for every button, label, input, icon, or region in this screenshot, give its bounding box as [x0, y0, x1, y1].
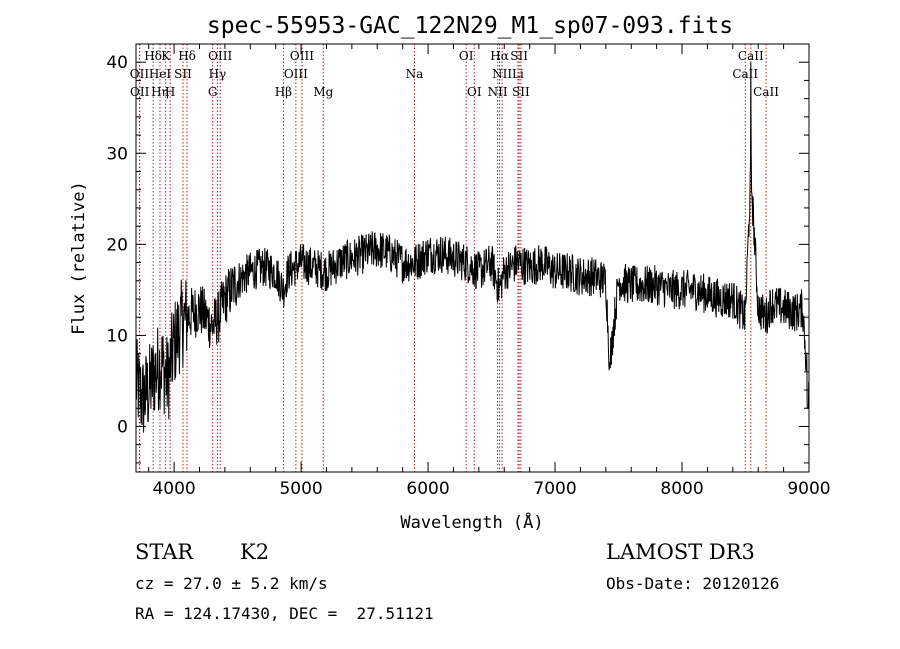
coordinates: RA = 124.17430, DEC = 27.51121 [135, 604, 434, 623]
spectral-line-label: Mg [313, 85, 333, 99]
y-axis-ticks: 0 10 20 30 40 [106, 43, 809, 464]
x-tick-label: 4000 [152, 479, 195, 499]
spectral-line-label: OI [459, 49, 474, 63]
spectral-line-label: Hη [151, 85, 169, 99]
spectral-line-label: OIII [290, 49, 314, 63]
spectral-line-label: NII [488, 85, 508, 99]
spectral-line-label: SII [174, 67, 192, 81]
x-axis-ticks: 4000 5000 6000 7000 8000 9000 [148, 44, 831, 499]
y-tick-label: 10 [106, 326, 128, 346]
spectral-line-label: H [165, 85, 175, 99]
spectral-line-label: SII [512, 85, 530, 99]
y-tick-label: 0 [117, 417, 128, 437]
spectral-line-markers [138, 44, 767, 472]
spectral-line-label: OIII [284, 67, 308, 81]
spectral-line-label: G [208, 85, 218, 99]
spectral-line-label: OII [130, 67, 150, 81]
x-tick-label: 7000 [533, 479, 576, 499]
spectral-line-label: Li [512, 67, 524, 81]
spectral-line-label: Na [406, 67, 424, 81]
spectral-line-label: Hδ [178, 49, 196, 63]
object-class: STAR [135, 540, 194, 564]
plot-frame [135, 43, 810, 473]
spectral-line-label: Hβ [275, 85, 292, 99]
x-tick-label: 5000 [279, 479, 322, 499]
x-tick-label: 8000 [660, 479, 703, 499]
x-tick-label: 9000 [787, 479, 830, 499]
y-tick-label: 40 [106, 53, 128, 73]
object-subclass: K2 [240, 540, 270, 564]
x-axis-label: Wavelength (Å) [400, 511, 543, 533]
y-tick-label: 30 [106, 144, 128, 164]
spectral-line-label: Hδ [144, 49, 162, 63]
spectral-line-label: NII [492, 67, 512, 81]
spectrum-line [135, 62, 810, 433]
spectral-line-label: OI [467, 85, 482, 99]
survey-name: LAMOST DR3 [606, 540, 755, 564]
spectral-line-label: OIII [208, 49, 232, 63]
observation-date: Obs-Date: 20120126 [606, 574, 780, 593]
redshift-velocity: cz = 27.0 ± 5.2 km/s [135, 574, 328, 593]
spectral-line-label: OII [130, 85, 150, 99]
spectral-line-label: HeI [149, 67, 172, 81]
spectral-line-label: CaII [732, 67, 758, 81]
spectral-line-label: Hγ [209, 67, 227, 81]
y-axis-label: Flux (relative) [69, 181, 89, 335]
x-tick-label: 6000 [406, 479, 449, 499]
spectral-line-label: Hα [490, 49, 509, 63]
spectral-line-label: CaII [753, 85, 779, 99]
chart-title: spec-55953-GAC_122N29_M1_sp07-093.fits [207, 13, 733, 39]
y-tick-label: 20 [106, 235, 128, 255]
spectral-line-label: SII [510, 49, 528, 63]
spectral-line-label: CaII [738, 49, 764, 63]
spectral-line-label: K [161, 49, 171, 63]
